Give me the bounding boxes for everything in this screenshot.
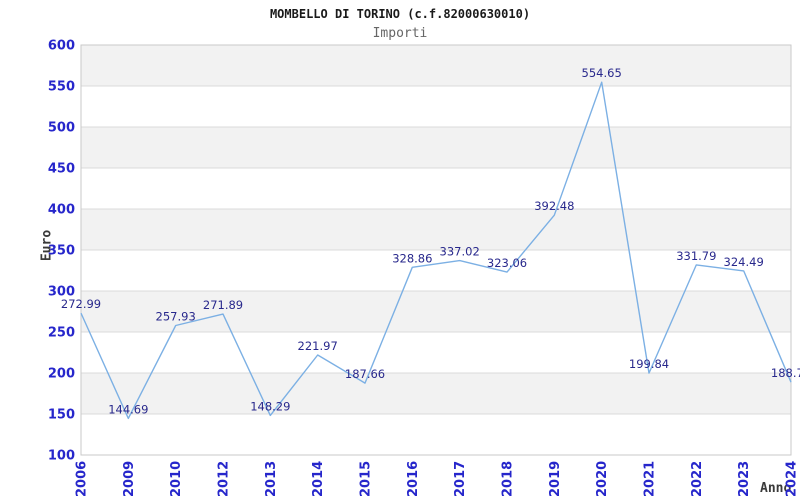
chart-subtitle: Importi bbox=[372, 26, 428, 41]
data-point-label: 257.93 bbox=[156, 309, 196, 323]
data-point-label: 148.29 bbox=[250, 399, 290, 413]
plot-band bbox=[81, 373, 791, 414]
x-tick-label: 2021 bbox=[643, 461, 658, 497]
data-point-label: 188.76 bbox=[771, 366, 800, 380]
x-tick-label: 2022 bbox=[690, 461, 705, 497]
data-line bbox=[80, 81, 792, 420]
y-tick-label: 500 bbox=[48, 121, 75, 136]
plot-band bbox=[81, 45, 791, 86]
x-tick-label: 2012 bbox=[217, 461, 232, 497]
x-tick-label: 2020 bbox=[595, 461, 610, 497]
plot-band bbox=[81, 209, 791, 250]
x-axis-title: Anno bbox=[760, 481, 792, 496]
data-point-label: 323.06 bbox=[487, 256, 527, 270]
data-point-label: 337.02 bbox=[440, 245, 480, 259]
plot-border bbox=[80, 44, 792, 456]
data-point-label: 272.99 bbox=[61, 297, 101, 311]
y-tick-label: 600 bbox=[48, 39, 75, 54]
x-tick-label: 2017 bbox=[453, 461, 468, 497]
plot-band bbox=[81, 291, 791, 332]
x-tick-label: 2006 bbox=[75, 461, 90, 497]
data-point-label: 324.49 bbox=[724, 255, 764, 269]
x-tick-label: 2023 bbox=[737, 461, 752, 497]
data-point-label: 199.84 bbox=[629, 357, 669, 371]
plot-band bbox=[81, 127, 791, 168]
x-tick-label: 2014 bbox=[311, 461, 326, 497]
data-point-label: 144.69 bbox=[108, 402, 148, 416]
y-tick-label: 350 bbox=[48, 244, 75, 259]
y-tick-label: 550 bbox=[48, 80, 75, 95]
y-tick-label: 150 bbox=[48, 408, 75, 423]
y-tick-label: 450 bbox=[48, 162, 75, 177]
y-tick-label: 100 bbox=[48, 449, 75, 464]
data-point-label: 271.89 bbox=[203, 298, 243, 312]
data-point-label: 328.86 bbox=[392, 251, 432, 265]
y-tick-label: 400 bbox=[48, 203, 75, 218]
chart-title: MOMBELLO DI TORINO (c.f.82000630010) bbox=[269, 7, 531, 21]
x-tick-label: 2018 bbox=[501, 461, 516, 497]
data-point-label: 221.97 bbox=[298, 339, 338, 353]
data-point-label: 331.79 bbox=[676, 249, 716, 263]
data-point-label: 392.48 bbox=[534, 199, 574, 213]
x-tick-label: 2009 bbox=[122, 461, 137, 497]
data-point-label: 554.65 bbox=[582, 66, 622, 80]
x-tick-label: 2016 bbox=[406, 461, 421, 497]
x-tick-label: 2010 bbox=[169, 461, 184, 497]
x-tick-label: 2024 bbox=[785, 461, 800, 497]
x-tick-label: 2013 bbox=[264, 461, 279, 497]
y-tick-label: 250 bbox=[48, 326, 75, 341]
y-tick-label: 300 bbox=[48, 285, 75, 300]
x-tick-label: 2015 bbox=[359, 461, 374, 497]
y-tick-label: 200 bbox=[48, 367, 75, 382]
data-point-label: 187.66 bbox=[345, 367, 385, 381]
x-tick-label: 2019 bbox=[548, 461, 563, 497]
